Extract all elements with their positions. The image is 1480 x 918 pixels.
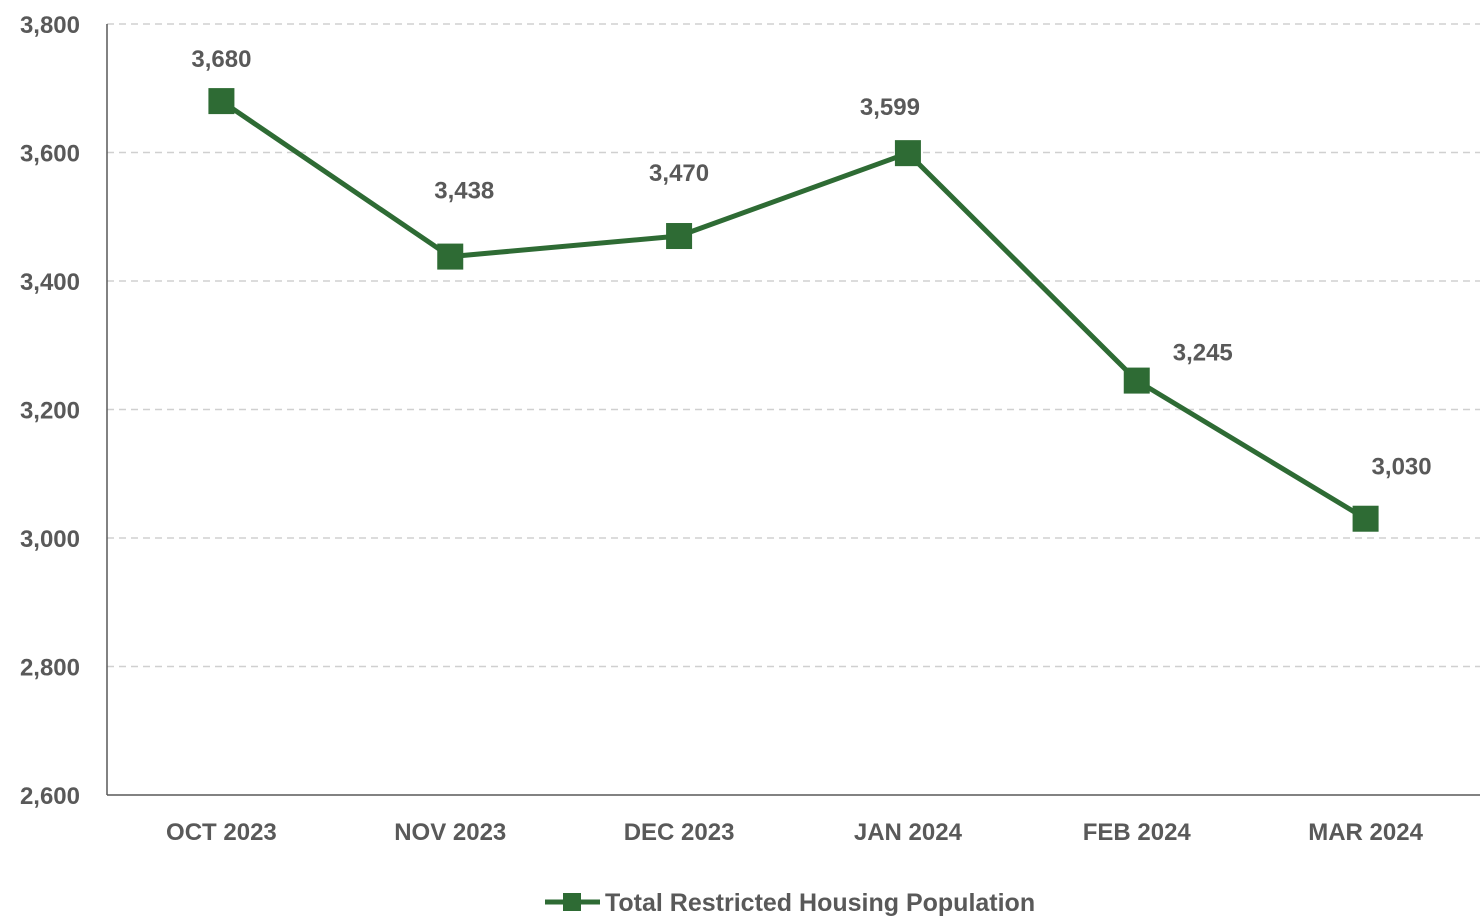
x-tick-label: FEB 2024 bbox=[1083, 819, 1192, 846]
data-label: 3,030 bbox=[1372, 454, 1432, 481]
gridlines bbox=[107, 23, 1480, 668]
data-point-marker bbox=[894, 140, 921, 167]
data-label: 3,470 bbox=[649, 160, 709, 187]
data-labels: 3,680 3,438 3,470 3,599 3,245 3,030 bbox=[191, 46, 1431, 481]
legend-label: Total Restricted Housing Population bbox=[605, 889, 1035, 917]
y-tick-label: 2,800 bbox=[20, 655, 80, 682]
data-point-marker bbox=[1123, 367, 1150, 394]
x-tick-label: MAR 2024 bbox=[1308, 819, 1423, 846]
y-tick-label: 3,600 bbox=[20, 141, 80, 168]
data-label: 3,245 bbox=[1173, 340, 1233, 367]
data-label: 3,599 bbox=[860, 94, 920, 121]
legend-marker-icon bbox=[563, 893, 581, 911]
x-tick-label: OCT 2023 bbox=[166, 819, 277, 846]
data-point-marker bbox=[1352, 505, 1379, 532]
data-point-marker bbox=[437, 243, 464, 270]
axes bbox=[106, 24, 1480, 796]
y-tick-label: 3,200 bbox=[20, 398, 80, 425]
y-tick-labels: 2,600 2,800 3,000 3,200 3,400 3,600 3,800 bbox=[20, 12, 80, 810]
x-tick-label: DEC 2023 bbox=[624, 819, 735, 846]
x-tick-labels: OCT 2023 NOV 2023 DEC 2023 JAN 2024 FEB 2024… bbox=[166, 819, 1424, 846]
x-tick-label: JAN 2024 bbox=[854, 819, 963, 846]
series-total-restricted-housing-population bbox=[208, 88, 1379, 532]
series-line bbox=[220, 99, 1367, 521]
data-label: 3,680 bbox=[191, 46, 251, 73]
data-label: 3,438 bbox=[434, 178, 494, 205]
y-tick-label: 3,800 bbox=[20, 12, 80, 39]
data-point-marker bbox=[208, 88, 235, 115]
y-tick-label: 3,400 bbox=[20, 269, 80, 296]
data-point-marker bbox=[666, 223, 693, 250]
y-tick-label: 3,000 bbox=[20, 526, 80, 553]
legend: Total Restricted Housing Population bbox=[545, 889, 1035, 917]
y-tick-label: 2,600 bbox=[20, 783, 80, 810]
x-tick-label: NOV 2023 bbox=[394, 819, 506, 846]
